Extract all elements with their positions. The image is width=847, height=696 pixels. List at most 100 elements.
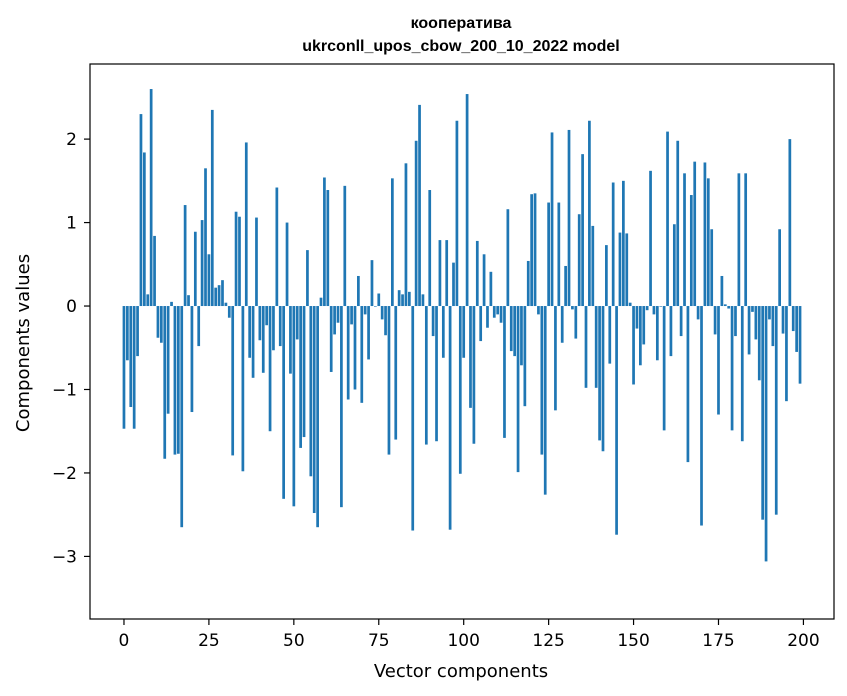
bar-77	[384, 306, 387, 336]
bar-156	[652, 306, 656, 315]
y-tick-label-0: 0	[66, 297, 77, 317]
bar-32	[231, 306, 235, 456]
bar-42	[265, 306, 269, 326]
bar-138	[591, 225, 595, 307]
bar-155	[649, 170, 652, 307]
bar-80	[394, 306, 398, 440]
bar-89	[424, 306, 428, 445]
bar-139	[594, 306, 598, 388]
bar-150	[632, 306, 635, 385]
bar-75	[377, 293, 381, 307]
bar-92	[435, 306, 438, 442]
bar-28	[217, 285, 221, 307]
bar-66	[346, 306, 350, 400]
bar-112	[503, 306, 506, 438]
x-axis-label: Vector components	[374, 661, 548, 682]
bar-193	[778, 229, 781, 307]
bar-153	[642, 306, 646, 345]
bar-11	[159, 306, 163, 343]
bar-63	[336, 306, 340, 323]
bar-120	[530, 194, 533, 307]
bar-53	[302, 306, 306, 438]
bar-191	[771, 306, 775, 347]
bar-38	[251, 306, 255, 378]
bar-132	[571, 306, 574, 310]
bar-6	[143, 152, 146, 307]
bar-131	[567, 129, 571, 307]
bar-82	[401, 294, 404, 307]
bar-57	[316, 306, 319, 528]
bar-186	[754, 306, 758, 340]
bar-146	[618, 232, 622, 307]
bar-51	[295, 306, 299, 340]
bar-0	[122, 306, 126, 429]
bar-17	[180, 306, 184, 528]
bar-65	[343, 185, 347, 307]
bar-100	[462, 306, 466, 358]
bar-142	[605, 245, 608, 307]
bar-46	[278, 306, 282, 347]
y-axis-label: Components values	[13, 254, 34, 432]
bar-2	[129, 306, 133, 408]
bar-106	[482, 254, 486, 307]
y-tick-label-1: 1	[66, 214, 77, 234]
bar-176	[720, 275, 724, 307]
bar-118	[523, 306, 527, 407]
bar-115	[513, 306, 517, 357]
bar-69	[357, 275, 360, 307]
bar-122	[537, 306, 540, 315]
bar-44	[272, 306, 275, 351]
bar-126	[550, 132, 554, 307]
bar-174	[713, 306, 717, 335]
bar-23	[200, 220, 204, 307]
bar-95	[445, 240, 449, 307]
bar-81	[397, 290, 401, 307]
bar-30	[224, 302, 228, 307]
bar-55	[309, 306, 313, 477]
bar-172	[706, 178, 710, 307]
bar-145	[615, 306, 618, 535]
bar-91	[431, 306, 435, 337]
bar-189	[764, 306, 768, 562]
bar-163	[676, 140, 680, 307]
bar-101	[465, 94, 469, 307]
bar-158	[659, 306, 663, 307]
bar-182	[740, 306, 744, 442]
bar-147	[622, 180, 625, 307]
bar-7	[146, 294, 150, 307]
bar-79	[391, 178, 394, 307]
bar-164	[679, 306, 683, 337]
bar-165	[683, 173, 686, 307]
bar-36	[244, 142, 248, 307]
bar-143	[608, 306, 612, 364]
bar-39	[255, 217, 258, 307]
bar-117	[520, 306, 523, 366]
bar-116	[516, 306, 520, 473]
bar-136	[584, 306, 588, 388]
bar-60	[326, 190, 330, 307]
bar-114	[509, 306, 513, 352]
ticks-layer: 0 25 50 75 100 125 150 175 200 −3 −2 −1 0 1 2	[52, 130, 820, 651]
bar-111	[499, 306, 503, 323]
bar-18	[183, 205, 187, 307]
bar-125	[547, 202, 550, 307]
y-tick-label--3: −3	[52, 547, 77, 567]
bar-41	[261, 306, 265, 373]
bar-40	[258, 306, 262, 341]
bar-12	[163, 306, 167, 459]
bar-97	[452, 262, 455, 307]
bar-84	[407, 291, 411, 307]
bar-157	[655, 306, 659, 361]
bar-197	[791, 306, 795, 332]
bar-195	[785, 306, 788, 402]
bar-14	[170, 301, 173, 307]
bar-196	[788, 139, 792, 307]
bar-133	[574, 306, 578, 339]
bar-47	[282, 306, 285, 499]
bar-124	[543, 306, 547, 495]
bar-159	[662, 306, 666, 431]
bar-90	[428, 190, 432, 307]
bar-123	[540, 306, 544, 455]
bars-layer	[122, 89, 802, 562]
